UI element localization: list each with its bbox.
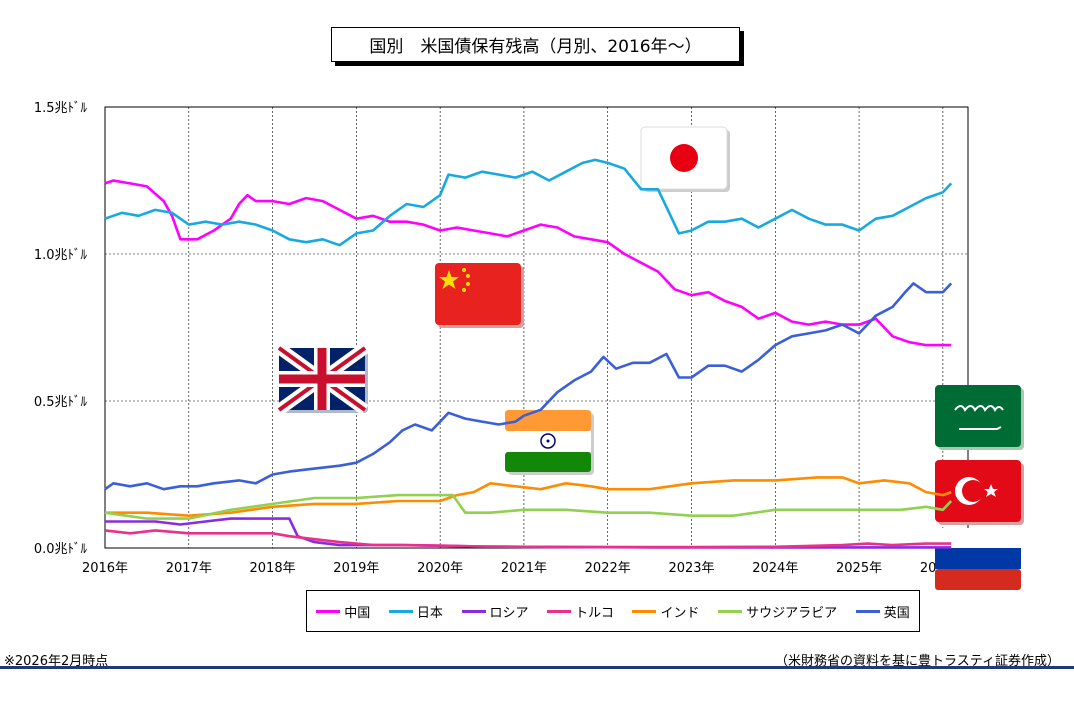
chart-title: 国別 米国債保有残高（月別、2016年～）: [331, 27, 740, 62]
legend-swatch: [547, 609, 572, 613]
legend-label: トルコ: [575, 605, 614, 621]
x-tick-label: 2017年: [166, 561, 212, 576]
series-line: [104, 158, 953, 247]
legend: 中国 日本 ロシア トルコ インド サウジアラビア 英国: [306, 590, 920, 632]
legend-entry: 英国: [855, 602, 910, 621]
legend-entry: ロシア: [461, 602, 529, 621]
x-tick-label: 2020年: [417, 561, 463, 576]
series-line: [104, 179, 952, 347]
legend-swatch: [855, 609, 880, 613]
x-tick-label: 2025年: [836, 561, 882, 576]
x-tick-label: 2022年: [585, 561, 631, 576]
legend-entry: 日本: [388, 602, 443, 621]
legend-swatch: [316, 609, 341, 613]
legend-label: サウジアラビア: [746, 605, 838, 621]
x-tick-label: 2016年: [82, 561, 128, 576]
source-note: （米財務省の資料を基に豊トラスティ証券作成）: [775, 654, 1060, 669]
y-tick-label: 0.5兆ﾄﾞﾙ: [34, 395, 88, 410]
x-tick-label: 2023年: [668, 561, 714, 576]
saudi-flag: [935, 385, 1024, 450]
chart-title-text: 国別 米国債保有残高（月別、2016年～）: [369, 37, 702, 57]
legend-entry: 中国: [316, 602, 370, 621]
series-line: [105, 476, 952, 517]
legend-entry: サウジアラビア: [718, 602, 837, 621]
legend-entry: トルコ: [547, 602, 614, 621]
y-axis: 0.0兆ﾄﾞﾙ 0.5兆ﾄﾞﾙ 1.0兆ﾄﾞﾙ 1.5兆ﾄﾞﾙ: [34, 101, 88, 557]
y-tick-label: 1.5兆ﾄﾞﾙ: [34, 101, 88, 116]
uk-flag: [275, 343, 369, 415]
series-line: [104, 529, 952, 549]
bottom-rule: [0, 666, 1074, 669]
legend-label: 中国: [344, 605, 371, 621]
legend-label: ロシア: [489, 605, 529, 621]
legend-entry: インド: [632, 602, 699, 621]
series-line: [104, 282, 953, 491]
china-flag: [435, 263, 524, 328]
legend-swatch: [718, 609, 743, 613]
x-tick-label: 2019年: [333, 561, 379, 576]
legend-label: インド: [660, 605, 700, 621]
legend-label: 日本: [416, 605, 443, 621]
japan-flag: [640, 126, 730, 192]
russia-flag: [935, 528, 1021, 590]
legend-swatch: [632, 609, 657, 613]
series-line: [104, 493, 953, 520]
legend-swatch: [388, 609, 413, 613]
turkey-flag: [935, 460, 1024, 525]
legend-label: 英国: [883, 605, 910, 621]
data-series: [104, 158, 953, 549]
x-tick-label: 2018年: [250, 561, 296, 576]
x-tick-label: 2021年: [501, 561, 547, 576]
legend-swatch: [461, 609, 486, 613]
x-tick-label: 2024年: [752, 561, 798, 576]
y-tick-label: 1.0兆ﾄﾞﾙ: [34, 248, 88, 263]
x-axis: 2016年 2017年 2018年 2019年 2020年 2021年 2022年 2023年…: [82, 561, 966, 576]
as-of-note: ※2026年2月時点: [4, 654, 109, 669]
india-flag: [505, 410, 594, 475]
y-tick-label: 0.0兆ﾄﾞﾙ: [34, 542, 88, 557]
